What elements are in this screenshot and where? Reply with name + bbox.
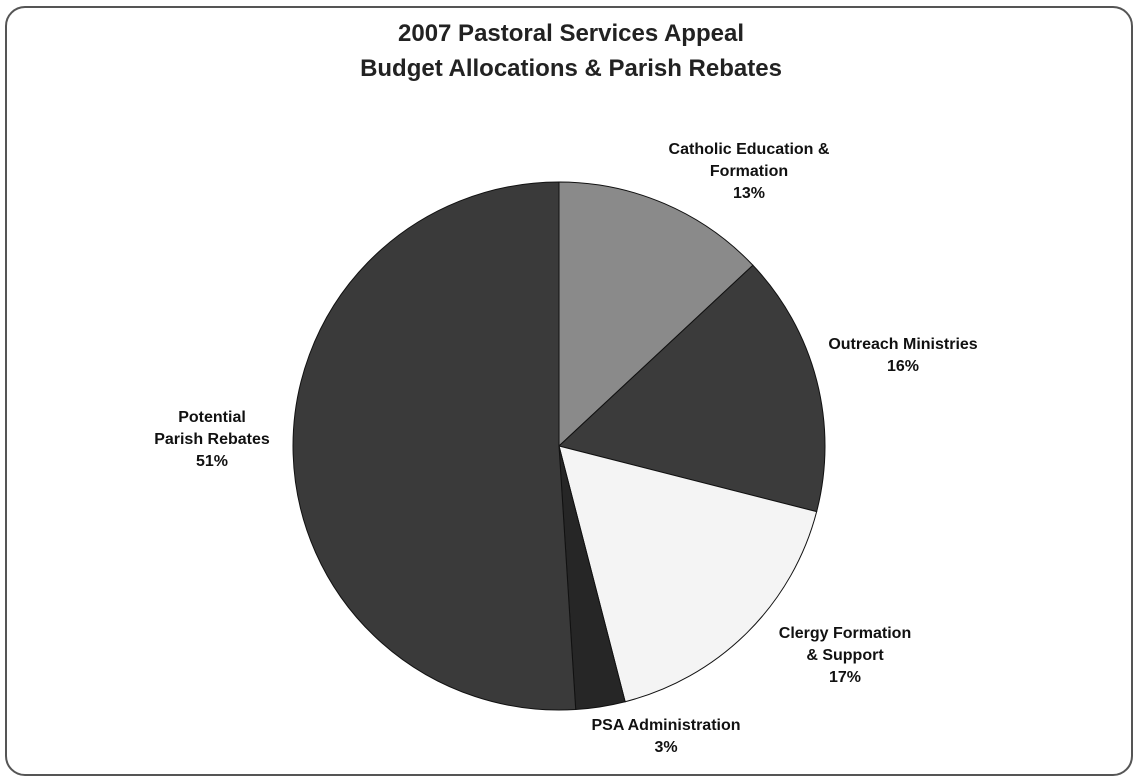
slice-value-label-2: 17% [829,669,861,686]
slice-label-2-line-1: & Support [806,647,884,664]
slice-label-4-line-0: Potential [178,409,246,426]
slice-value-label-4: 51% [196,453,228,470]
slice-value-label-0: 13% [733,185,765,202]
slice-label-1-line-0: Outreach Ministries [828,336,977,353]
slice-value-label-1: 16% [887,358,919,375]
slice-label-4-line-1: Parish Rebates [154,431,270,448]
pie-slice-4 [293,182,576,710]
slice-label-2-line-0: Clergy Formation [779,625,911,642]
slice-label-0-line-1: Formation [710,163,788,180]
slice-label-3-line-0: PSA Administration [591,717,740,734]
slice-label-0-line-0: Catholic Education & [669,141,830,158]
slice-value-label-3: 3% [654,739,677,756]
